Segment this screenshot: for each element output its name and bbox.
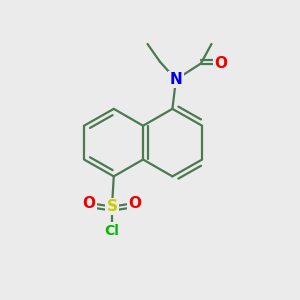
Text: S: S	[106, 199, 118, 214]
Text: O: O	[129, 196, 142, 211]
Text: Cl: Cl	[105, 224, 119, 238]
Text: O: O	[214, 56, 227, 71]
Text: O: O	[82, 196, 95, 211]
Text: N: N	[169, 72, 182, 87]
